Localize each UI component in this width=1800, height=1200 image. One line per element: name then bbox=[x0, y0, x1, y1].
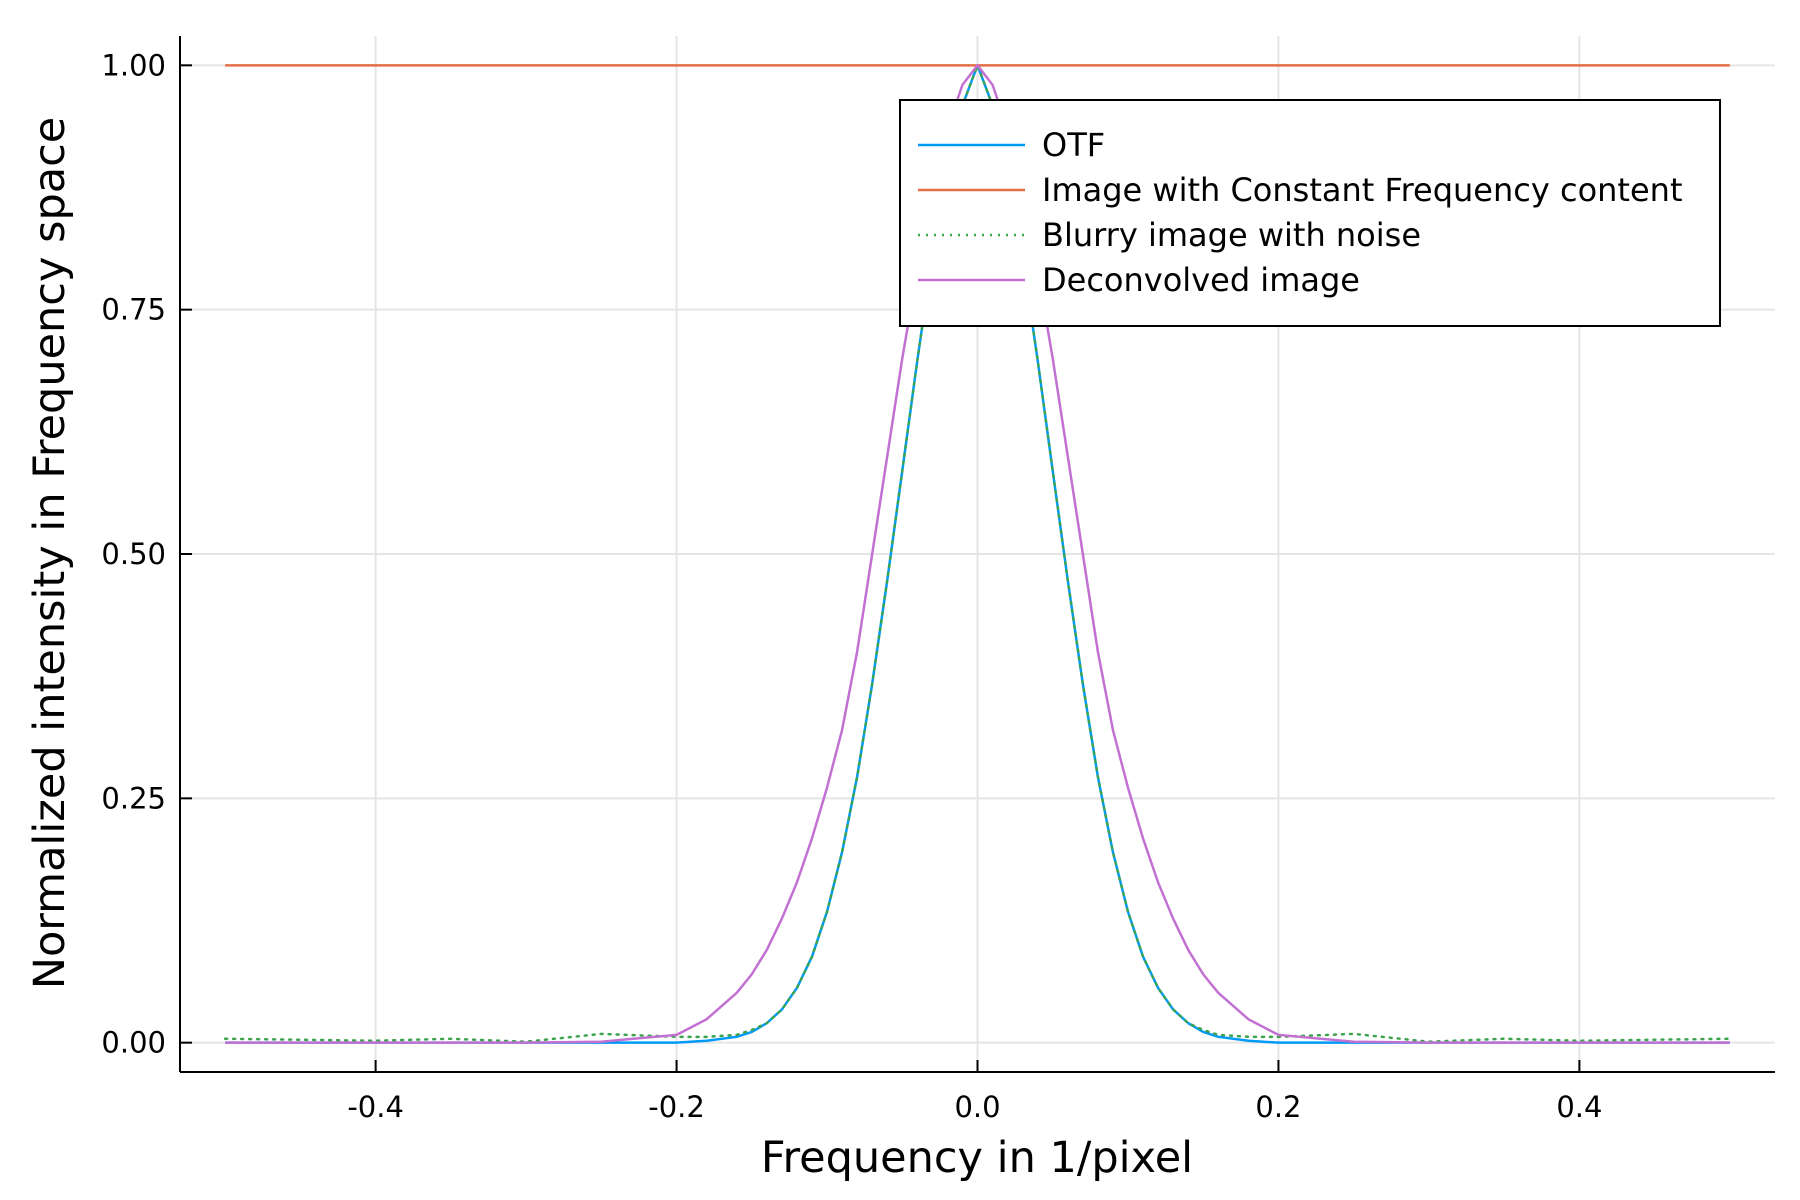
blurry-noise-series-line bbox=[223, 64, 1732, 1043]
x-tick-label: 0.0 bbox=[954, 1090, 1000, 1124]
legend-label-constant: Image with Constant Frequency content bbox=[1042, 171, 1682, 209]
y-tick-label: 0.75 bbox=[101, 293, 166, 327]
legend-label-deconvolved: Deconvolved image bbox=[1042, 261, 1360, 299]
legend: OTF Image with Constant Frequency conten… bbox=[899, 99, 1721, 327]
deconvolved-series-line bbox=[225, 64, 1730, 1044]
x-tick-label: -0.4 bbox=[347, 1090, 404, 1124]
x-tick-label: 0.2 bbox=[1255, 1090, 1301, 1124]
y-axis-label: Normalized intensity in Frequency space bbox=[25, 117, 75, 989]
y-tick-label: 0.25 bbox=[101, 781, 166, 815]
x-tick-label: -0.2 bbox=[648, 1090, 705, 1124]
legend-box bbox=[899, 99, 1721, 327]
x-axis-label: Frequency in 1/pixel bbox=[761, 1133, 1193, 1183]
ticks-layer: -0.4 -0.2 0.0 0.2 0.4 0.00 0.25 0.50 0.75 1.00 bbox=[101, 48, 1602, 1124]
y-tick-label: 0.50 bbox=[101, 537, 166, 571]
series-layer bbox=[223, 64, 1732, 1044]
y-tick-label: 1.00 bbox=[101, 48, 166, 82]
legend-label-otf: OTF bbox=[1042, 126, 1105, 164]
y-tick-label: 0.00 bbox=[101, 1026, 166, 1060]
x-tick-label: 0.4 bbox=[1556, 1090, 1602, 1124]
legend-label-blurry: Blurry image with noise bbox=[1042, 216, 1421, 254]
